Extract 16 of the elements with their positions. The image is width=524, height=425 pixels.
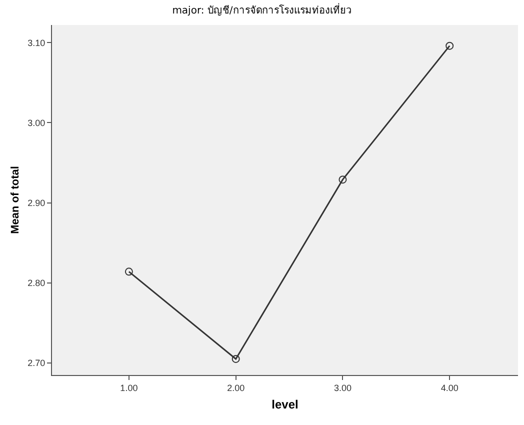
chart-title: major: บัญชี/การจัดการโรงแรมท่องเที่ยว [172, 2, 352, 16]
point [446, 42, 454, 50]
x-tick-label: 2.00 [227, 382, 245, 393]
y-tick-label: 2.80 [28, 278, 46, 288]
x-tick-label: 4.00 [440, 382, 458, 393]
x-tick-label: 1.00 [120, 382, 138, 393]
point [232, 354, 240, 363]
y-tick-label: 3.10 [28, 38, 46, 48]
y-tick-label: 2.90 [28, 198, 46, 208]
point [124, 268, 133, 276]
x-axis-title: level [272, 398, 298, 412]
y-tick-label: 2.70 [28, 358, 46, 368]
y-tick-label: 3.00 [28, 118, 46, 128]
x-tick-label: 3.00 [334, 382, 352, 393]
y-axis-title: Mean of total [9, 166, 22, 234]
point [338, 176, 347, 184]
